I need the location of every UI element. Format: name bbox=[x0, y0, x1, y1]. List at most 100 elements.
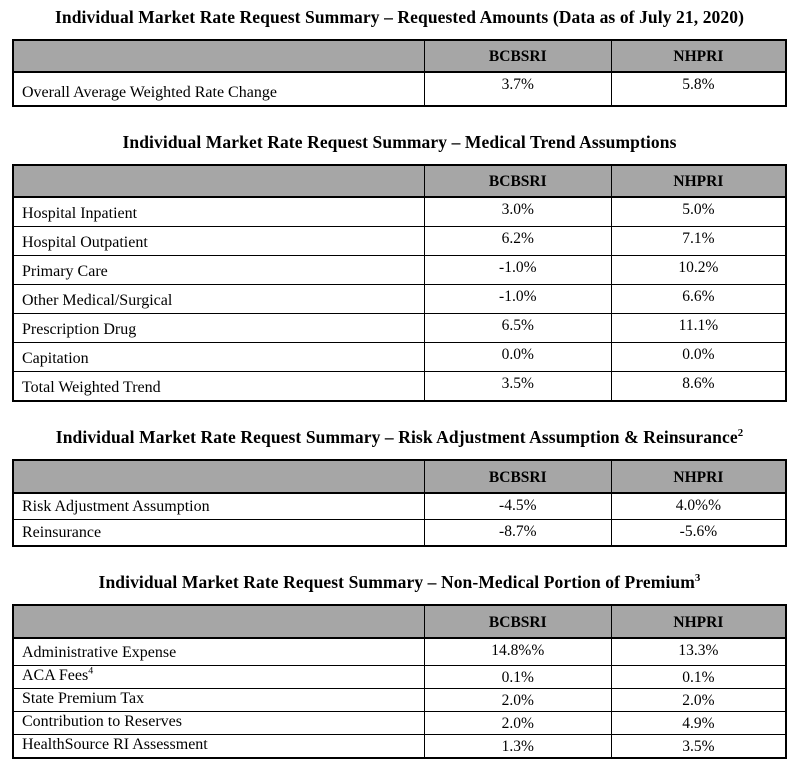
table-row: Hospital Inpatient 3.0% 5.0% bbox=[12, 196, 787, 227]
rate-table: BCBSRI NHPRI Risk Adjustment Assumption … bbox=[12, 459, 787, 547]
column-header-bcbsri: BCBSRI bbox=[423, 164, 612, 198]
table-row: ACA Fees4 0.1% 0.1% bbox=[12, 665, 787, 689]
nhpri-value: 0.0% bbox=[610, 342, 787, 372]
row-label-cell: Prescription Drug bbox=[12, 313, 425, 343]
column-header-nhpri: NHPRI bbox=[610, 604, 787, 639]
nhpri-value: 5.0% bbox=[610, 196, 787, 227]
row-label-cell: Contribution to Reserves bbox=[12, 711, 425, 735]
nhpri-value: 0.1% bbox=[610, 665, 787, 689]
empty-header-cell bbox=[12, 39, 425, 73]
table-title: Individual Market Rate Request Summary –… bbox=[12, 132, 787, 153]
bcbsri-value: 2.0% bbox=[423, 688, 612, 712]
nhpri-value: 3.5% bbox=[610, 734, 787, 759]
row-label-cell: Other Medical/Surgical bbox=[12, 284, 425, 314]
rate-summary-section: Individual Market Rate Request Summary –… bbox=[12, 132, 787, 402]
bcbsri-value: 3.5% bbox=[423, 371, 612, 402]
header-row: BCBSRI NHPRI bbox=[12, 164, 787, 198]
table-row: Risk Adjustment Assumption -4.5% 4.0%% bbox=[12, 492, 787, 520]
nhpri-value: 7.1% bbox=[610, 226, 787, 256]
nhpri-value: 8.6% bbox=[610, 371, 787, 402]
table-row: Overall Average Weighted Rate Change 3.7… bbox=[12, 71, 787, 107]
row-label-footnote-marker: 4 bbox=[88, 665, 94, 677]
table-row: Reinsurance -8.7% -5.6% bbox=[12, 519, 787, 547]
column-header-nhpri: NHPRI bbox=[610, 164, 787, 198]
row-label-cell: ACA Fees4 bbox=[12, 665, 425, 689]
row-label: Hospital Inpatient bbox=[22, 205, 138, 222]
bcbsri-value: 6.2% bbox=[423, 226, 612, 256]
table-title: Individual Market Rate Request Summary –… bbox=[12, 572, 787, 593]
bcbsri-value: -4.5% bbox=[423, 492, 612, 520]
table-title-text: Individual Market Rate Request Summary –… bbox=[54, 7, 745, 27]
row-label: Hospital Outpatient bbox=[22, 234, 148, 251]
column-header-nhpri: NHPRI bbox=[610, 459, 787, 494]
table-row: Administrative Expense 14.8%% 13.3% bbox=[12, 637, 787, 666]
table-row: HealthSource RI Assessment 1.3% 3.5% bbox=[12, 734, 787, 759]
row-label: Overall Average Weighted Rate Change bbox=[22, 84, 277, 101]
header-row: BCBSRI NHPRI bbox=[12, 604, 787, 639]
table-body: Administrative Expense 14.8%% 13.3% ACA … bbox=[12, 637, 787, 759]
bcbsri-value: -1.0% bbox=[423, 284, 612, 314]
table-body: Hospital Inpatient 3.0% 5.0% Hospital Ou… bbox=[12, 196, 787, 402]
bcbsri-value: 6.5% bbox=[423, 313, 612, 343]
row-label-cell: Reinsurance bbox=[12, 519, 425, 547]
bcbsri-value: 0.0% bbox=[423, 342, 612, 372]
empty-header-cell bbox=[12, 164, 425, 198]
empty-header-cell bbox=[12, 459, 425, 494]
bcbsri-value: 14.8%% bbox=[423, 637, 612, 666]
table-row: Hospital Outpatient 6.2% 7.1% bbox=[12, 226, 787, 256]
row-label-cell: Primary Care bbox=[12, 255, 425, 285]
table-row: Prescription Drug 6.5% 11.1% bbox=[12, 313, 787, 343]
row-label: Contribution to Reserves bbox=[22, 713, 182, 730]
row-label-cell: Hospital Outpatient bbox=[12, 226, 425, 256]
column-header-bcbsri: BCBSRI bbox=[423, 459, 612, 494]
row-label: HealthSource RI Assessment bbox=[22, 736, 208, 753]
table-title-footnote-marker: 3 bbox=[694, 572, 701, 585]
nhpri-value: 11.1% bbox=[610, 313, 787, 343]
row-label-cell: Administrative Expense bbox=[12, 637, 425, 666]
table-body: Risk Adjustment Assumption -4.5% 4.0%% R… bbox=[12, 492, 787, 547]
rate-summary-section: Individual Market Rate Request Summary –… bbox=[12, 7, 787, 107]
nhpri-value: 13.3% bbox=[610, 637, 787, 666]
bcbsri-value: 0.1% bbox=[423, 665, 612, 689]
row-label: ACA Fees bbox=[22, 667, 89, 684]
table-row: Contribution to Reserves 2.0% 4.9% bbox=[12, 711, 787, 735]
rate-table: BCBSRI NHPRI Hospital Inpatient 3.0% 5.0… bbox=[12, 164, 787, 402]
row-label: State Premium Tax bbox=[22, 690, 145, 707]
nhpri-value: -5.6% bbox=[610, 519, 787, 547]
bcbsri-value: -8.7% bbox=[423, 519, 612, 547]
row-label: Reinsurance bbox=[22, 524, 102, 541]
nhpri-value: 6.6% bbox=[610, 284, 787, 314]
rate-summary-section: Individual Market Rate Request Summary –… bbox=[12, 572, 787, 759]
nhpri-value: 2.0% bbox=[610, 688, 787, 712]
nhpri-value: 4.0%% bbox=[610, 492, 787, 520]
row-label: Risk Adjustment Assumption bbox=[22, 498, 210, 515]
nhpri-value: 4.9% bbox=[610, 711, 787, 735]
nhpri-value: 10.2% bbox=[610, 255, 787, 285]
row-label-cell: Capitation bbox=[12, 342, 425, 372]
header-row: BCBSRI NHPRI bbox=[12, 459, 787, 494]
header-row: BCBSRI NHPRI bbox=[12, 39, 787, 73]
row-label-cell: Overall Average Weighted Rate Change bbox=[12, 71, 425, 107]
table-row: State Premium Tax 2.0% 2.0% bbox=[12, 688, 787, 712]
table-row: Primary Care -1.0% 10.2% bbox=[12, 255, 787, 285]
table-row: Capitation 0.0% 0.0% bbox=[12, 342, 787, 372]
table-body: Overall Average Weighted Rate Change 3.7… bbox=[12, 71, 787, 107]
row-label: Administrative Expense bbox=[22, 644, 177, 661]
empty-header-cell bbox=[12, 604, 425, 639]
table-title-text: Individual Market Rate Request Summary –… bbox=[122, 132, 677, 152]
table-title: Individual Market Rate Request Summary –… bbox=[12, 427, 787, 448]
column-header-bcbsri: BCBSRI bbox=[423, 39, 612, 73]
bcbsri-value: 3.7% bbox=[423, 71, 612, 107]
row-label: Other Medical/Surgical bbox=[22, 292, 173, 309]
row-label-cell: Hospital Inpatient bbox=[12, 196, 425, 227]
row-label: Primary Care bbox=[22, 263, 108, 280]
row-label: Prescription Drug bbox=[22, 321, 137, 338]
table-row: Total Weighted Trend 3.5% 8.6% bbox=[12, 371, 787, 402]
row-label-cell: State Premium Tax bbox=[12, 688, 425, 712]
rate-table: BCBSRI NHPRI Overall Average Weighted Ra… bbox=[12, 39, 787, 107]
table-title-text: Individual Market Rate Request Summary –… bbox=[55, 427, 738, 447]
column-header-bcbsri: BCBSRI bbox=[423, 604, 612, 639]
row-label-cell: HealthSource RI Assessment bbox=[12, 734, 425, 759]
row-label-cell: Risk Adjustment Assumption bbox=[12, 492, 425, 520]
